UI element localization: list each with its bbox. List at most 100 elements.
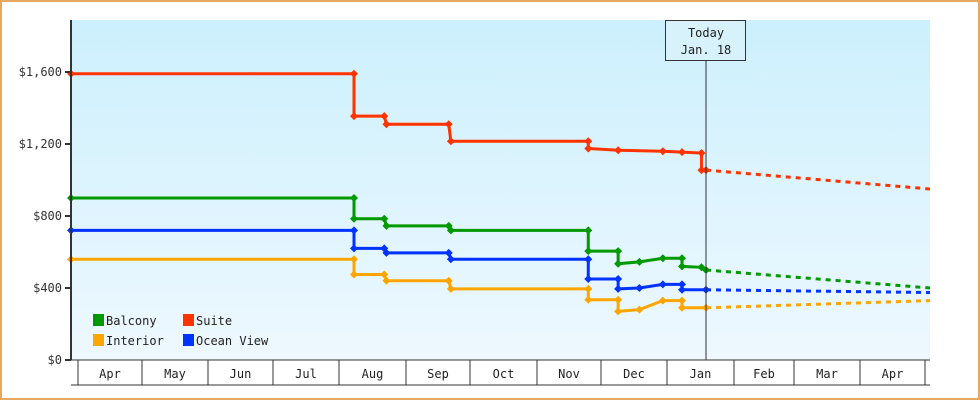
svg-text:Jan. 18: Jan. 18 bbox=[681, 43, 732, 57]
data-point[interactable] bbox=[658, 296, 667, 305]
forecast-line bbox=[705, 268, 931, 290]
data-point[interactable] bbox=[678, 285, 686, 294]
data-point[interactable] bbox=[380, 270, 389, 279]
data-point[interactable] bbox=[697, 166, 706, 175]
legend-item-balcony: Balcony bbox=[93, 314, 157, 328]
month-label: Jan bbox=[690, 367, 712, 381]
month-label: Jul bbox=[295, 367, 317, 381]
data-point[interactable] bbox=[350, 255, 358, 264]
month-label: Aug bbox=[362, 367, 384, 381]
legend-item-interior: Interior bbox=[93, 334, 164, 348]
data-point[interactable] bbox=[678, 280, 686, 289]
month-label: Jun bbox=[230, 367, 252, 381]
month-label: Dec bbox=[623, 367, 645, 381]
series-interior bbox=[67, 255, 931, 316]
data-point[interactable] bbox=[614, 146, 623, 155]
data-point[interactable] bbox=[584, 255, 593, 264]
data-point[interactable] bbox=[678, 254, 686, 263]
legend-swatch bbox=[183, 334, 194, 346]
forecast-line bbox=[705, 299, 931, 310]
legend: Balcony Suite Interior Ocean View bbox=[93, 314, 269, 348]
legend-item-ocean-view: Ocean View bbox=[183, 334, 269, 348]
data-point[interactable] bbox=[350, 194, 358, 202]
y-tick-label: $1,600 bbox=[19, 65, 62, 79]
data-point[interactable] bbox=[350, 244, 358, 253]
data-point[interactable] bbox=[678, 296, 686, 305]
data-point[interactable] bbox=[697, 149, 706, 157]
month-label: Apr bbox=[882, 367, 904, 381]
axes: $0 $400 $800 $1,200 $1,600 Apr May Jun Jul Aug Sep… bbox=[19, 20, 930, 386]
plot-area bbox=[72, 20, 930, 360]
month-label: Sep bbox=[427, 367, 449, 381]
data-point[interactable] bbox=[584, 144, 593, 153]
y-tick-label: $800 bbox=[33, 209, 62, 223]
month-label: Oct bbox=[493, 367, 515, 381]
data-point[interactable] bbox=[446, 284, 455, 293]
data-point[interactable] bbox=[658, 280, 667, 289]
data-point[interactable] bbox=[584, 295, 593, 304]
data-point[interactable] bbox=[382, 248, 391, 257]
data-point[interactable] bbox=[584, 284, 593, 293]
data-point[interactable] bbox=[380, 214, 389, 223]
data-point[interactable] bbox=[584, 226, 593, 235]
y-tick-label: $400 bbox=[33, 281, 62, 295]
month-label: Mar bbox=[816, 367, 838, 381]
data-point[interactable] bbox=[444, 248, 453, 257]
data-point[interactable] bbox=[382, 276, 391, 285]
legend-swatch bbox=[183, 314, 194, 326]
series-suite bbox=[67, 69, 931, 191]
data-point[interactable] bbox=[614, 275, 623, 283]
data-point[interactable] bbox=[614, 259, 623, 268]
data-point[interactable] bbox=[584, 247, 593, 256]
forecast-line bbox=[705, 288, 931, 294]
data-point[interactable] bbox=[446, 137, 455, 146]
data-point[interactable] bbox=[614, 247, 623, 256]
data-point[interactable] bbox=[635, 257, 644, 266]
data-point[interactable] bbox=[446, 226, 455, 235]
month-label: Apr bbox=[99, 367, 121, 381]
data-point[interactable] bbox=[614, 307, 623, 316]
data-point[interactable] bbox=[584, 275, 593, 283]
data-point[interactable] bbox=[350, 214, 358, 223]
data-point[interactable] bbox=[444, 120, 453, 129]
legend-item-suite: Suite bbox=[183, 314, 232, 328]
data-point[interactable] bbox=[380, 112, 389, 121]
series-ocean-view bbox=[67, 226, 931, 294]
y-tick-label: $0 bbox=[48, 353, 62, 367]
data-point[interactable] bbox=[678, 303, 686, 312]
legend-label: Interior bbox=[106, 334, 164, 348]
data-point[interactable] bbox=[635, 305, 644, 314]
data-point[interactable] bbox=[444, 276, 453, 285]
legend-swatch bbox=[93, 314, 104, 326]
data-point[interactable] bbox=[658, 254, 667, 263]
month-label: Feb bbox=[753, 367, 775, 381]
data-point[interactable] bbox=[658, 147, 667, 156]
data-point[interactable] bbox=[350, 226, 358, 235]
data-point[interactable] bbox=[350, 270, 358, 279]
svg-text:Today: Today bbox=[688, 26, 724, 40]
data-point[interactable] bbox=[350, 69, 358, 78]
month-label: Nov bbox=[558, 367, 580, 381]
y-tick-label: $1,200 bbox=[19, 137, 62, 151]
forecast-line bbox=[705, 168, 931, 191]
data-point[interactable] bbox=[350, 112, 358, 121]
series-balcony bbox=[67, 194, 931, 290]
legend-swatch bbox=[93, 334, 104, 346]
data-point[interactable] bbox=[382, 221, 391, 230]
data-point[interactable] bbox=[614, 295, 623, 304]
legend-label: Balcony bbox=[106, 314, 157, 328]
series-layer bbox=[67, 69, 931, 316]
data-point[interactable] bbox=[678, 262, 686, 271]
data-point[interactable] bbox=[584, 137, 593, 146]
data-point[interactable] bbox=[678, 148, 686, 157]
data-point[interactable] bbox=[635, 284, 644, 292]
month-label: May bbox=[164, 367, 186, 381]
legend-label: Ocean View bbox=[196, 334, 269, 348]
data-point[interactable] bbox=[382, 120, 391, 129]
today-marker: Today Jan. 18 bbox=[665, 20, 746, 360]
data-point[interactable] bbox=[614, 284, 623, 293]
data-point[interactable] bbox=[446, 255, 455, 264]
legend-label: Suite bbox=[196, 314, 232, 328]
